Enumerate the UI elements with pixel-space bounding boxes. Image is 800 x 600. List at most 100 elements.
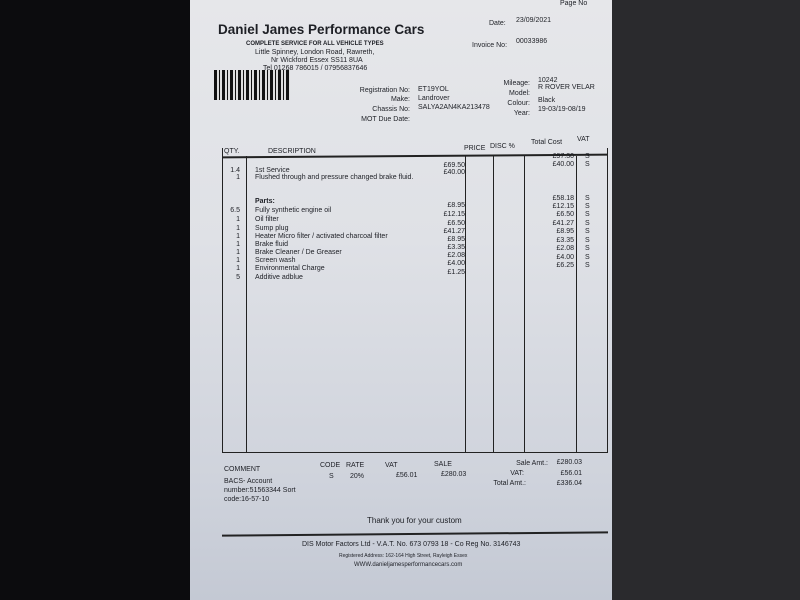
total-amount: £336.04	[556, 480, 582, 487]
row-price: £2.08	[447, 252, 465, 259]
column-divider	[493, 156, 495, 452]
thanks-message: Thank you for your custom	[367, 516, 462, 525]
year-label: Year:	[513, 110, 530, 117]
row-total: £6.50	[556, 211, 574, 218]
code-label: CODE	[320, 462, 341, 469]
colour-label: Colour:	[507, 100, 530, 107]
sale-amt-value: £280.03	[556, 459, 582, 466]
footer-company: DIS Motor Factors Ltd - V.A.T. No. 673 0…	[302, 541, 521, 548]
row-qty: 1	[236, 241, 240, 248]
row-qty: 1.4	[230, 167, 240, 174]
phone: Tel 01268 786015 / 07956837646	[263, 65, 368, 72]
row-vat-code: S	[585, 203, 590, 210]
header-description: DESCRIPTION	[268, 148, 316, 155]
header-qty: QTY.	[224, 148, 240, 155]
row-price: £41.27	[443, 228, 465, 235]
row-qty: 1	[236, 265, 240, 272]
row-qty: 1	[236, 174, 240, 181]
row-total: £6.25	[556, 262, 574, 269]
row-total: £12.15	[552, 203, 574, 210]
column-divider	[465, 156, 467, 452]
row-qty: 1	[236, 225, 240, 232]
row-description: Screen wash	[255, 257, 296, 264]
colour-value: Black	[538, 97, 556, 104]
row-total: £58.18	[552, 195, 574, 202]
address-line-1: Little Spinney, London Road, Rawreth,	[255, 49, 375, 56]
row-total: £40.00	[552, 161, 574, 168]
column-divider	[246, 156, 248, 452]
make-value: Landrover	[418, 95, 450, 102]
row-price: £8.95	[447, 202, 465, 209]
row-description: Flushed through and pressure changed bra…	[255, 174, 414, 181]
date-label: Date:	[489, 20, 506, 27]
invoice-paper	[190, 0, 612, 600]
sale-label: SALE	[434, 461, 452, 468]
header-vat: VAT	[577, 136, 590, 143]
barcode-stamp	[214, 70, 290, 100]
row-description: Brake Cleaner / De Greaser	[255, 249, 342, 256]
line-items-table	[222, 148, 608, 453]
row-vat-code: S	[585, 161, 590, 168]
row-total: £3.35	[556, 237, 574, 244]
row-vat-code: S	[585, 220, 590, 227]
mileage-value: 10242	[538, 77, 558, 84]
row-description: Sump plug	[255, 225, 289, 232]
mileage-label: Mileage:	[503, 80, 530, 87]
row-price: £40.00	[443, 169, 465, 176]
mot-label: MOT Due Date:	[361, 116, 410, 123]
rate-label: RATE	[346, 462, 365, 469]
tagline: COMPLETE SERVICE FOR ALL VEHICLE TYPES	[246, 41, 384, 47]
date: 23/09/2021	[516, 17, 552, 24]
row-description: Additive adblue	[255, 274, 303, 281]
make-label: Make:	[390, 96, 410, 103]
vat-total-label: VAT:	[510, 470, 524, 477]
row-price: £6.50	[447, 220, 465, 227]
row-qty: 1	[236, 249, 240, 256]
vat-label: VAT	[385, 462, 398, 469]
row-price: £12.15	[443, 211, 465, 218]
header-disc: DISC %	[490, 143, 515, 150]
footer-website[interactable]: WWW.danieljamesperformancecars.com	[354, 562, 463, 568]
sale-value: £280.03	[441, 471, 467, 478]
row-total: £97.30	[552, 153, 574, 160]
row-description: Oil filter	[255, 216, 279, 223]
row-vat-code: S	[585, 195, 590, 202]
row-description: Fully synthetic engine oil	[255, 207, 332, 214]
row-description: Brake fluid	[255, 241, 289, 248]
row-total: £8.95	[556, 228, 574, 235]
invoice-label: Invoice No:	[472, 42, 508, 49]
header-total: Total Cost	[531, 139, 563, 146]
row-vat-code: S	[585, 211, 590, 218]
chassis-label: Chassis No:	[372, 106, 410, 113]
row-qty: 1	[236, 257, 240, 264]
reg-label: Registration No:	[359, 87, 410, 94]
row-description: Heater Micro filter / activated charcoal…	[255, 233, 388, 240]
model-value: R ROVER VELAR	[538, 84, 595, 91]
comment-label: COMMENT	[224, 466, 261, 473]
code-value: S	[329, 473, 334, 480]
rate-value: 20%	[350, 473, 365, 480]
row-vat-code: S	[585, 262, 590, 269]
vat-total-value: £56.01	[560, 470, 582, 477]
row-description: 1st Service	[255, 167, 290, 174]
row-qty: 6.5	[230, 207, 240, 214]
row-description: Environmental Charge	[255, 265, 325, 272]
row-vat-code: S	[585, 153, 590, 160]
year-value: 19-03/19-08/19	[538, 106, 586, 113]
sale-amt-label: Sale Amt.:	[516, 460, 548, 467]
row-qty: 5	[236, 274, 240, 281]
total-label: Total Amt.:	[493, 480, 526, 487]
column-divider	[524, 156, 526, 452]
row-vat-code: S	[585, 228, 590, 235]
row-price: £4.00	[447, 260, 465, 267]
row-vat-code: S	[585, 237, 590, 244]
row-price: £69.50	[443, 162, 465, 169]
comment-text: BACS- Account number:51563344 Sort code:…	[224, 478, 296, 503]
page-label: Page No	[560, 0, 588, 7]
model-label: Model:	[508, 90, 530, 97]
header-price: PRICE	[464, 145, 486, 152]
reg-value: ET19YOL	[418, 86, 449, 93]
chassis-value: SALYA2AN4KA213478	[418, 104, 490, 111]
row-price: £8.95	[447, 236, 465, 243]
row-vat-code: S	[585, 254, 590, 261]
